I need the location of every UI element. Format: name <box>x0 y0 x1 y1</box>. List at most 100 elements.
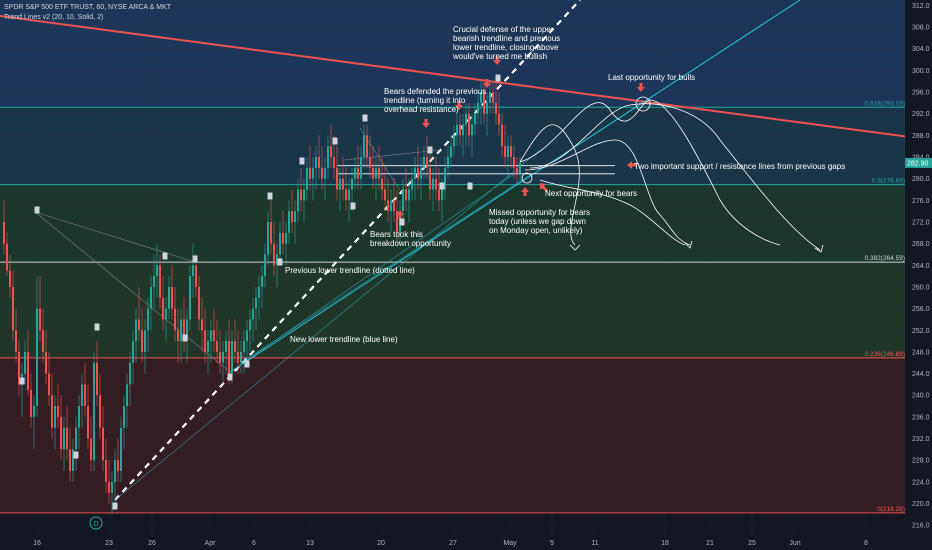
candle-body <box>99 395 101 428</box>
candle-body <box>231 341 233 374</box>
candle <box>324 157 326 201</box>
candle <box>282 211 284 255</box>
candle-body <box>180 319 182 342</box>
candle-body <box>357 167 359 179</box>
pivot-marker-2 <box>94 323 100 331</box>
price-tick-304: 304.0 <box>912 46 930 53</box>
candle <box>297 178 299 222</box>
candle <box>174 286 176 342</box>
pivot-marker-11 <box>277 258 283 266</box>
time-tick-4: 6 <box>252 540 256 547</box>
candle <box>510 135 512 168</box>
candle-body <box>174 308 176 331</box>
price-tick-252: 252.0 <box>912 328 930 335</box>
candle-body <box>309 167 311 179</box>
candle <box>96 341 98 407</box>
annotation-prev-lower: Previous lower trendline (dotted line) <box>285 266 415 275</box>
candle <box>243 330 245 374</box>
candle <box>321 146 323 190</box>
time-tick-8: May <box>503 540 517 547</box>
candle-body <box>39 308 41 331</box>
fib-label-0: 0.618(293.19) <box>865 100 905 107</box>
price-tick-228: 228.0 <box>912 458 930 465</box>
candle <box>513 146 515 179</box>
candle <box>90 416 92 472</box>
red-arrow-7 <box>627 161 636 169</box>
thin-line-2 <box>34 211 196 263</box>
candle <box>156 243 158 298</box>
candle <box>180 308 182 363</box>
channel-line-3 <box>244 174 531 361</box>
price-tick-260: 260.0 <box>912 284 930 291</box>
price-tick-240: 240.0 <box>912 393 930 400</box>
red-arrow-8 <box>637 83 645 92</box>
red-arrow-3 <box>422 119 430 128</box>
candle-body <box>207 341 209 352</box>
time-axis[interactable]: 16 23 26 Apr 6 13 20 27 May 5 11 18 21 25 Jun 8 <box>0 536 905 550</box>
candle-body <box>294 211 296 222</box>
annotation-bears-took: Bears took this breakdown opportunity <box>370 230 451 248</box>
candle-body <box>276 254 278 266</box>
upper-bearish-trendline <box>0 15 932 141</box>
candle-body <box>321 167 323 179</box>
candle <box>471 113 473 158</box>
candle <box>15 308 17 363</box>
candle <box>408 178 410 222</box>
red-arrow-1 <box>483 79 491 88</box>
previous-lower-trendline-dotted <box>114 0 581 501</box>
candle <box>39 276 41 342</box>
time-tick-6: 20 <box>377 540 385 547</box>
candle <box>480 81 482 125</box>
candle <box>75 416 77 472</box>
fib-levels: 0.618(293.19) 0.5(278.89) 0.382(264.59) 0.2… <box>0 100 905 514</box>
candle-body <box>69 449 71 472</box>
candle-body <box>465 113 467 125</box>
candle-body <box>198 286 200 320</box>
price-tick-216: 216.0 <box>912 523 930 530</box>
annotation-last-bulls: Last opportunity for bulls <box>608 73 696 82</box>
price-axis[interactable]: 216.0 220.0 224.0 228.0 232.0 236.0 240.0 244.0… <box>905 0 932 550</box>
zone-4 <box>0 357 905 513</box>
candle <box>138 286 140 342</box>
candle <box>273 221 275 277</box>
candle-body <box>213 330 215 342</box>
candle <box>279 221 281 266</box>
candle <box>27 330 29 396</box>
price-tick-280: 280.0 <box>912 176 930 183</box>
candle <box>438 167 440 212</box>
candle-body <box>393 200 395 212</box>
candle-body <box>6 243 8 271</box>
candle-body <box>165 308 167 320</box>
pivot-marker-1 <box>19 377 25 385</box>
candle <box>30 373 32 428</box>
fib-label-2: 0.382(264.59) <box>865 255 905 262</box>
candle-body <box>177 330 179 342</box>
candle-body <box>126 384 128 407</box>
candle <box>330 124 332 168</box>
candle <box>153 254 155 309</box>
d-marker[interactable]: D <box>89 516 103 530</box>
candle <box>435 157 437 201</box>
candle-body <box>117 460 119 472</box>
candle-body <box>390 200 392 212</box>
candle-body <box>219 351 221 363</box>
candle <box>498 92 500 136</box>
candle-body <box>315 157 317 168</box>
candle-body <box>417 167 419 179</box>
candle <box>258 276 260 320</box>
time-axis-bg <box>0 536 905 550</box>
candle-body <box>84 384 86 407</box>
candle <box>420 157 422 201</box>
candle-body <box>516 167 518 174</box>
candle <box>222 341 224 385</box>
time-tick-7: 27 <box>449 540 457 547</box>
price-tick-224: 224.0 <box>912 479 930 486</box>
candle-body <box>270 221 272 244</box>
candle <box>267 211 269 266</box>
annotation-crucial-defense: Crucial defense of the upper bearish tren… <box>453 25 561 61</box>
pivot-marker-13 <box>350 202 356 210</box>
candle <box>291 189 293 233</box>
price-tick-276: 276.0 <box>912 198 930 205</box>
candle <box>72 438 74 482</box>
